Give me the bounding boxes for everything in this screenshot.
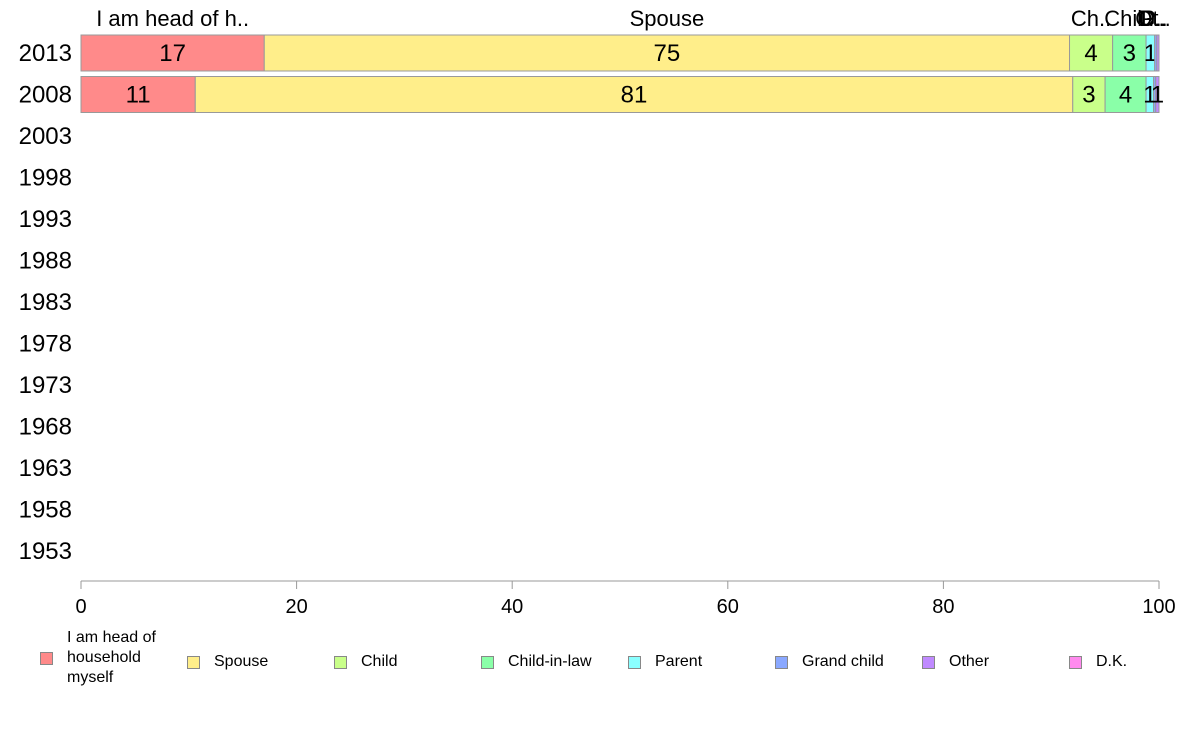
legend-label-parent: Parent [655, 653, 703, 670]
legend-item-other: Other [922, 652, 989, 672]
legend-label-grand-child: Grand child [802, 653, 884, 670]
legend-swatch-other [922, 655, 935, 669]
legend-label-child: Child [361, 653, 398, 670]
legend-label-other: Other [949, 653, 990, 670]
legend-label-dk: D.K. [1096, 653, 1128, 670]
series-top-label-0: I am head of h.. [96, 6, 249, 31]
legend-swatch-child-in-law [481, 655, 494, 669]
bar-2008-3 [1104, 76, 1147, 113]
series-top-label-2: Ch.. [1071, 6, 1111, 31]
legend-label-child-in-law: Child-in-law [508, 653, 592, 670]
series-top-label-3: Chil.. [1104, 6, 1154, 31]
x-tick-label-40: 40 [501, 596, 523, 618]
data-label-2008-1: 81 [621, 82, 648, 109]
data-label-2008-6: 1 [1151, 82, 1164, 109]
y-label-1988: 1988 [19, 248, 72, 275]
data-label-2008-3: 4 [1119, 82, 1132, 109]
series-top-labels: I am head of h.. Spouse Ch..Chil..P..G..Ot… [96, 6, 1171, 31]
series-top-label-7: D.. [1139, 6, 1167, 31]
bar-2013-6 [1156, 34, 1160, 72]
legend: I am head of household myself Spouse Chi… [0, 628, 1188, 708]
y-label-1963: 1963 [19, 455, 72, 482]
bar-2013-0 [80, 34, 265, 72]
series-top-label-6: Ot.. [1135, 6, 1170, 31]
legend-item-parent: Parent [628, 652, 702, 672]
data-label-2013-3: 3 [1123, 40, 1136, 67]
series-top-label-5: G.. [1138, 6, 1167, 31]
legend-swatch-spouse [187, 655, 200, 669]
series-top-label-4: P.. [1141, 6, 1165, 31]
y-label-2008: 2008 [19, 82, 72, 109]
bar-2013-2 [1069, 34, 1114, 72]
x-tick-label-100: 100 [1142, 596, 1175, 618]
legend-item-dk: D.K. [1069, 652, 1127, 672]
data-label-2013-4: 1 [1144, 40, 1157, 67]
series-top-label-1: Spouse [630, 6, 705, 31]
x-tick-label-60: 60 [717, 596, 739, 618]
bars: 17 75 4 3 111 81 3 4 11 [80, 34, 1164, 113]
x-axis: 0 20 40 60 80 100 [75, 580, 1176, 618]
x-tick-label-0: 0 [75, 596, 86, 618]
legend-swatch-head [40, 651, 53, 665]
y-label-1998: 1998 [19, 165, 72, 192]
y-label-2003: 2003 [19, 123, 72, 150]
data-label-2013-2: 4 [1084, 40, 1097, 67]
x-tick-label-80: 80 [932, 596, 954, 618]
y-label-1953: 1953 [19, 538, 72, 565]
y-label-1973: 1973 [19, 372, 72, 399]
bar-2008-6 [1155, 76, 1160, 113]
legend-label-spouse: Spouse [214, 653, 269, 670]
bar-2008-1 [194, 76, 1074, 113]
y-label-1978: 1978 [19, 331, 72, 358]
data-label-2008-2: 3 [1082, 82, 1095, 109]
legend-swatch-dk [1069, 655, 1082, 669]
legend-swatch-grand-child [775, 655, 788, 669]
legend-swatch-child [334, 655, 347, 669]
legend-item-grand-child: Grand child [775, 652, 884, 672]
legend-item-child-in-law: Child-in-law [481, 652, 592, 672]
legend-item-head: I am head of household myself [40, 628, 156, 688]
y-label-1993: 1993 [19, 206, 72, 233]
x-tick-label-20: 20 [285, 596, 307, 618]
y-label-2013: 2013 [19, 40, 72, 67]
legend-swatch-parent [628, 655, 641, 669]
legend-item-child: Child [334, 652, 397, 672]
data-label-2008-0: 11 [126, 82, 151, 109]
legend-item-spouse: Spouse [187, 652, 268, 672]
data-label-2013-0: 17 [159, 40, 186, 67]
bar-2013-3 [1112, 34, 1147, 72]
y-label-1968: 1968 [19, 414, 72, 441]
y-label-1983: 1983 [19, 289, 72, 316]
y-axis-labels: 2013 2008 2003 1998 1993 1988 1983 1978 1973 1968… [19, 40, 72, 565]
legend-label-head: I am head of household myself [67, 629, 156, 686]
y-label-1958: 1958 [19, 497, 72, 524]
data-label-2013-1: 75 [654, 40, 681, 67]
